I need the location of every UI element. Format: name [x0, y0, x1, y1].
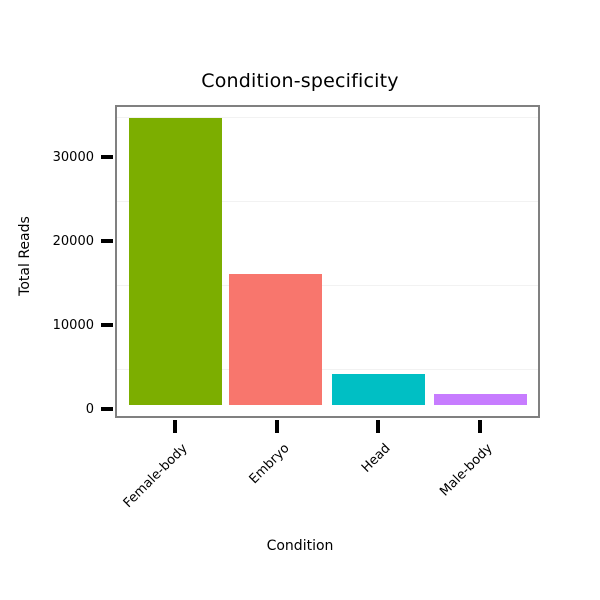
gridline-minor-4	[117, 369, 538, 370]
y-tick-label-0-wrap: 0	[42, 402, 94, 417]
x-tick-label-embryo: Embryo	[246, 441, 293, 488]
x-tick-mark-female-body	[173, 420, 177, 433]
bar-embryo[interactable]	[229, 274, 322, 405]
x-tick-mark-embryo	[275, 420, 279, 433]
bar-female-body[interactable]	[129, 118, 222, 405]
x-tick-mark-male-body	[478, 420, 482, 433]
y-tick-mark-20000	[101, 239, 113, 243]
gridline-minor-3	[117, 285, 538, 286]
x-axis-title: Condition	[266, 538, 334, 554]
chart-title: Condition-specificity	[201, 70, 399, 92]
y-tick-label-10000: 10000	[52, 318, 94, 333]
gridline-minor-1	[117, 117, 538, 118]
x-tick-mark-head	[376, 420, 380, 433]
plot-panel	[115, 105, 540, 418]
y-tick-mark-30000	[101, 155, 113, 159]
y-tick-label-30000-wrap: 30000	[42, 150, 94, 165]
gridline-minor-2	[117, 201, 538, 202]
x-tick-label-head: Head	[358, 441, 394, 476]
y-tick-mark-10000	[101, 323, 113, 327]
x-tick-label-male-body: Male-body	[437, 441, 496, 500]
y-axis-title: Total Reads	[17, 216, 33, 296]
y-tick-label-20000-wrap: 20000	[42, 234, 94, 249]
x-tick-label-female-body: Female-body	[120, 441, 191, 511]
y-tick-label-20000: 20000	[52, 234, 94, 249]
plot-area	[117, 107, 538, 416]
bar-male-body[interactable]	[434, 394, 527, 405]
y-tick-mark-0	[101, 407, 113, 411]
y-tick-label-30000: 30000	[52, 150, 94, 165]
bar-head[interactable]	[332, 374, 425, 405]
y-tick-label-0: 0	[85, 402, 94, 417]
y-tick-label-10000-wrap: 10000	[42, 318, 94, 333]
